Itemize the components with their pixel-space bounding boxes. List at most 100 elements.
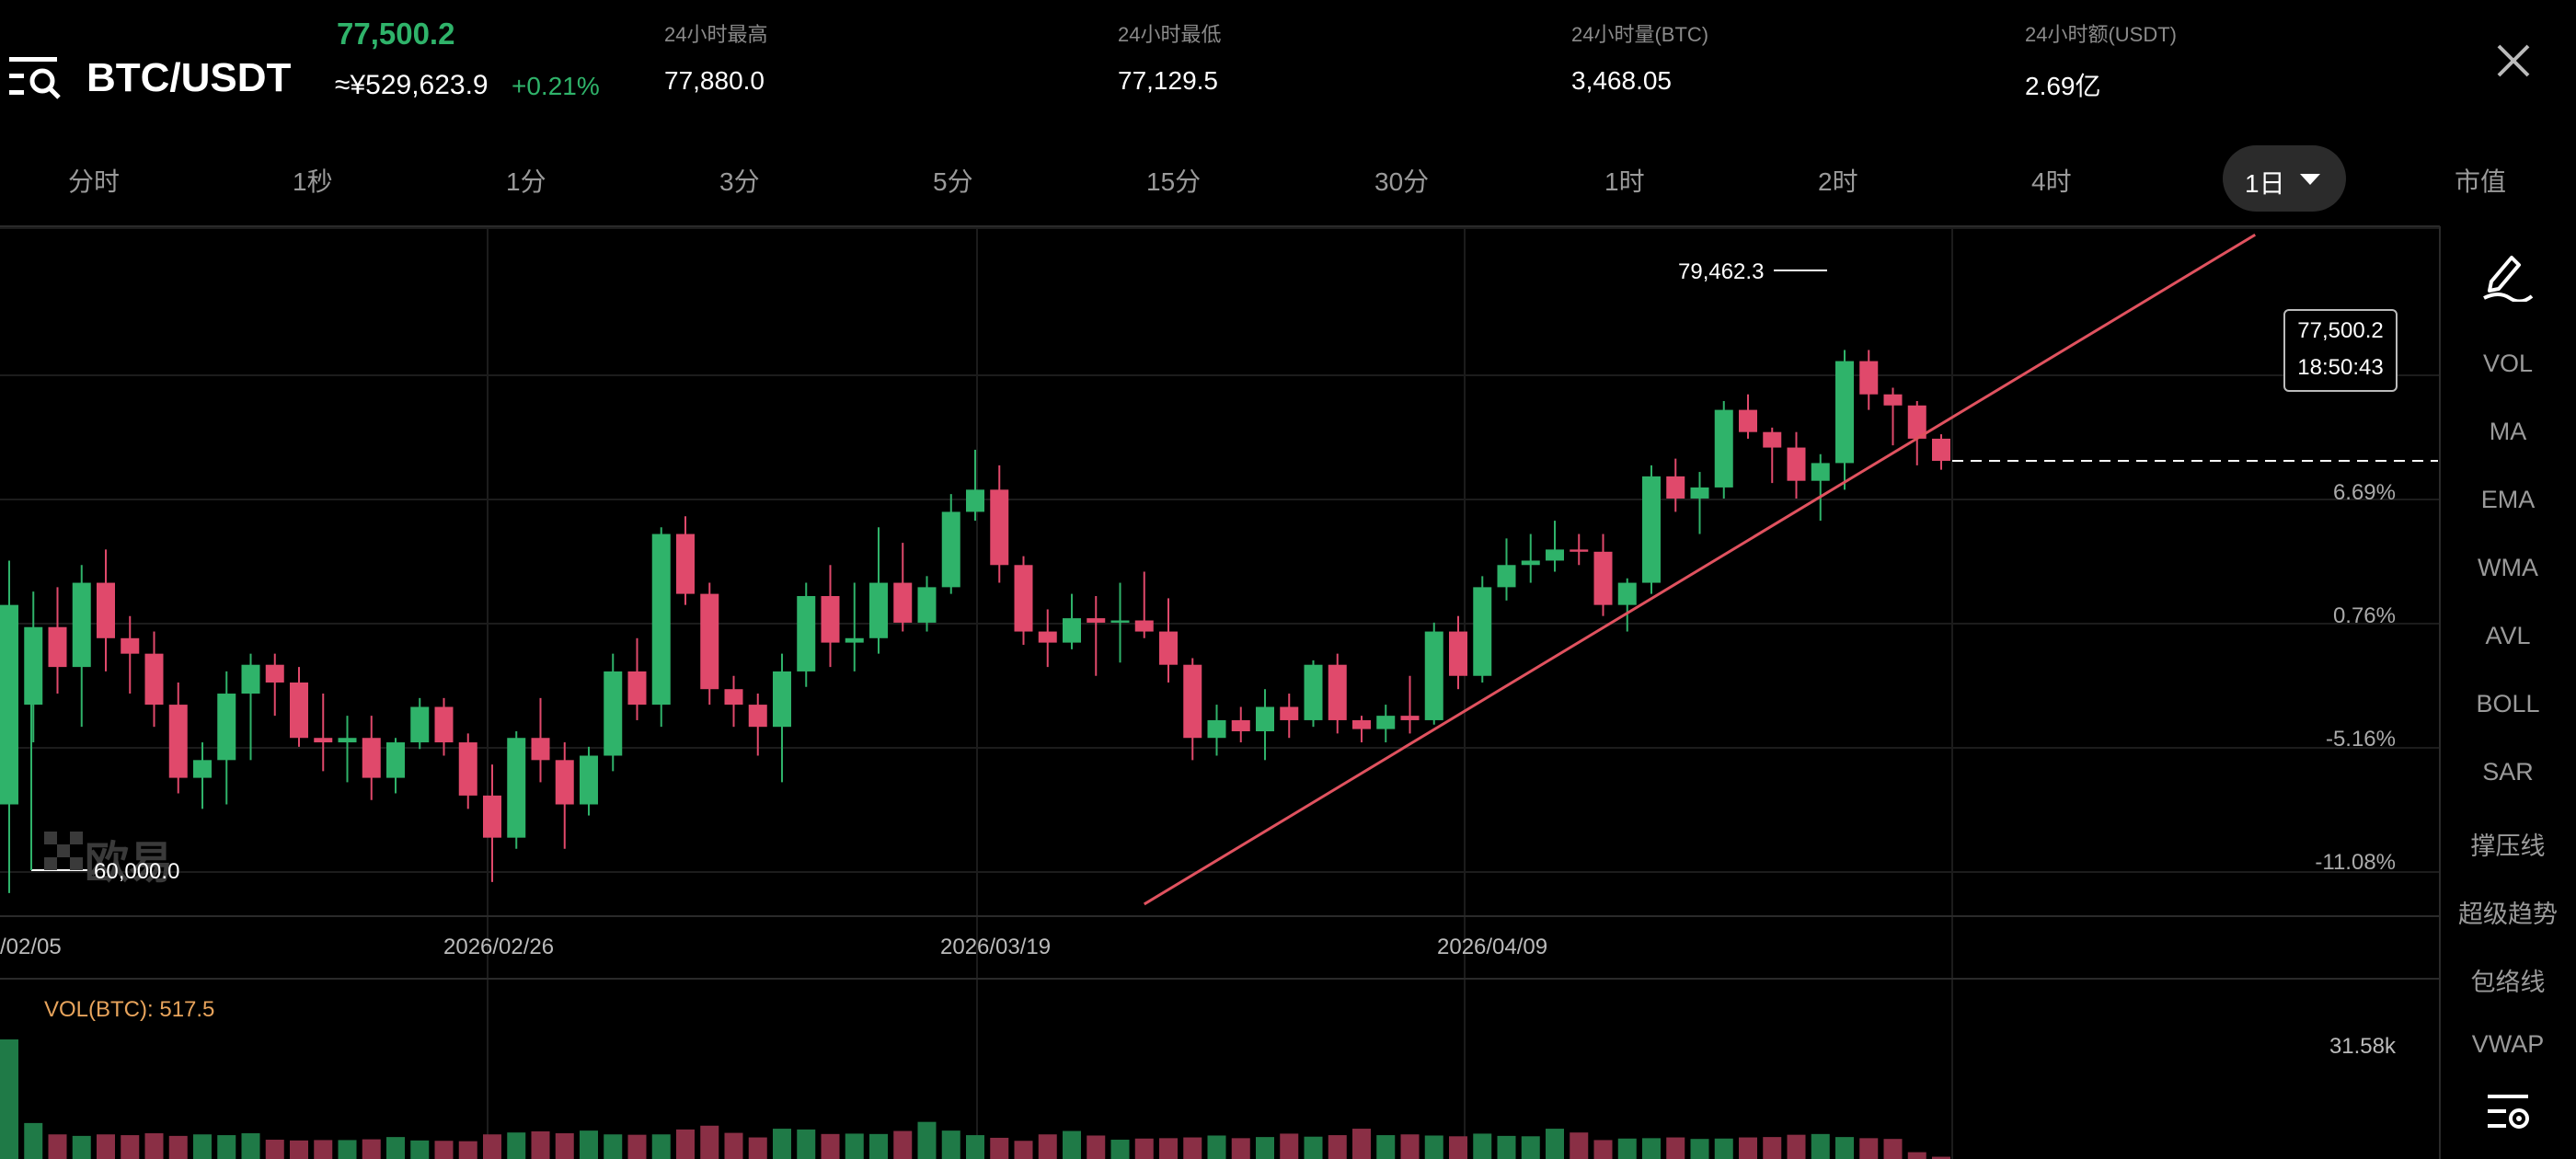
tab-30m[interactable]: 30分 xyxy=(1374,167,1430,196)
indicator-envelope[interactable]: 包络线 xyxy=(2470,969,2546,996)
candle-body xyxy=(700,593,719,690)
watermark-logo-icon xyxy=(44,832,83,870)
candle-body xyxy=(1328,664,1347,720)
indicator-ema[interactable]: EMA xyxy=(2480,486,2536,513)
candle-body xyxy=(1087,618,1106,623)
volume-bar xyxy=(290,1140,308,1159)
menu-search-icon[interactable] xyxy=(9,55,61,101)
candle-body xyxy=(845,637,864,643)
tab-market-cap[interactable]: 市值 xyxy=(2455,167,2507,196)
volume-bar xyxy=(869,1133,888,1159)
indicator-wma[interactable]: WMA xyxy=(2478,554,2538,581)
volume-bar xyxy=(1811,1133,1830,1159)
volume-bar xyxy=(1256,1137,1274,1159)
candle-body xyxy=(1110,620,1130,623)
tab-1s[interactable]: 1秒 xyxy=(293,167,333,196)
tab-4h[interactable]: 4时 xyxy=(2031,167,2072,196)
indicator-vwap[interactable]: VWAP xyxy=(2471,1030,2545,1058)
volume-bar xyxy=(338,1140,357,1159)
volume-label: VOL(BTC): 517.5 xyxy=(44,997,215,1022)
candle-body xyxy=(580,755,598,805)
candle-body xyxy=(1739,409,1757,432)
volume-bar xyxy=(724,1132,743,1159)
volume-bar xyxy=(1063,1130,1081,1159)
volume-bar xyxy=(941,1130,960,1159)
volume-bar xyxy=(1449,1136,1467,1159)
candle-body xyxy=(410,706,430,743)
percent-axis-label: 6.69% xyxy=(2332,480,2396,505)
candle-body xyxy=(1714,409,1733,488)
volume-axis-max: 31.58k xyxy=(2329,1034,2396,1059)
candle-body xyxy=(1497,565,1516,588)
chart-grid xyxy=(0,225,2441,1159)
candle-body xyxy=(48,626,67,668)
tab-1d[interactable]: 1日 xyxy=(2223,145,2346,212)
volume-bar xyxy=(1110,1140,1130,1159)
candle-body xyxy=(362,738,381,778)
candle-body xyxy=(1400,716,1420,720)
candle-body xyxy=(217,694,236,761)
candle-body xyxy=(1038,631,1057,643)
indicator-support-resistance[interactable]: 撑压线 xyxy=(2470,832,2546,860)
candle-body xyxy=(1617,582,1637,605)
volume-bar xyxy=(458,1141,477,1159)
candle-body xyxy=(72,582,91,668)
high-marker-label: 79,462.3 xyxy=(1678,259,1765,284)
candle-body xyxy=(917,587,937,623)
stat-volume-value: 3,468.05 xyxy=(1571,66,1672,95)
indicator-ma[interactable]: MA xyxy=(2489,418,2527,445)
volume-bar xyxy=(1352,1129,1371,1159)
volume-bar xyxy=(1883,1139,1903,1159)
volume-bar xyxy=(168,1135,188,1159)
indicator-vol[interactable]: VOL xyxy=(2482,350,2534,377)
candle-body xyxy=(1159,631,1178,665)
indicator-avl[interactable]: AVL xyxy=(2485,622,2531,649)
current-price-tag: 77,500.2 18:50:43 xyxy=(2283,309,2398,392)
candle-body xyxy=(893,582,913,623)
volume-bar xyxy=(1159,1138,1178,1159)
candle-body xyxy=(1763,431,1782,448)
candle-body xyxy=(1593,551,1613,605)
volume-bar xyxy=(193,1134,212,1159)
tab-2h[interactable]: 2时 xyxy=(1818,167,1858,196)
cny-price: ≈¥529,623.9 xyxy=(335,70,489,100)
trading-pair[interactable]: BTC/USDT xyxy=(86,55,292,100)
stat-volume-label: 24小时量(BTC) xyxy=(1571,23,1709,46)
close-icon[interactable] xyxy=(2495,42,2532,79)
volume-bar xyxy=(1763,1137,1782,1159)
trendline[interactable] xyxy=(1143,233,2257,906)
volume-bar xyxy=(1280,1133,1299,1159)
candles xyxy=(0,350,1950,893)
candle-body xyxy=(1352,719,1371,729)
volume-bar xyxy=(1424,1135,1443,1159)
candle-body xyxy=(338,738,357,743)
candle-body xyxy=(821,596,840,643)
candle-body xyxy=(1546,549,1564,561)
tab-5m[interactable]: 5分 xyxy=(933,167,973,196)
volume-bar xyxy=(386,1137,405,1159)
tab-timeline[interactable]: 分时 xyxy=(68,167,121,196)
volume-bar xyxy=(507,1132,526,1159)
volume-bar xyxy=(144,1133,164,1159)
tab-15m[interactable]: 15分 xyxy=(1146,167,1202,196)
stat-high-label: 24小时最高 xyxy=(664,23,768,46)
indicator-boll[interactable]: BOLL xyxy=(2476,690,2540,717)
tab-1m[interactable]: 1分 xyxy=(506,167,546,196)
price-change: +0.21% xyxy=(512,72,600,100)
volume-bar xyxy=(1714,1138,1733,1159)
volume-bar xyxy=(1376,1135,1396,1159)
drawing-tool-icon[interactable] xyxy=(2480,250,2536,302)
tab-1h[interactable]: 1时 xyxy=(1604,167,1645,196)
volume-bar xyxy=(1231,1138,1250,1159)
volume-bar xyxy=(1328,1135,1347,1159)
volume-bar xyxy=(362,1139,381,1159)
tab-3m[interactable]: 3分 xyxy=(719,167,760,196)
stat-low-value: 77,129.5 xyxy=(1118,66,1218,95)
indicator-settings-icon[interactable] xyxy=(2486,1091,2532,1133)
indicator-supertrend[interactable]: 超级趋势 xyxy=(2458,901,2558,928)
indicator-sar[interactable]: SAR xyxy=(2482,758,2534,786)
candle-body xyxy=(1134,620,1154,632)
watermark-text: 欧易 xyxy=(85,839,174,888)
volume-bar xyxy=(72,1135,91,1159)
